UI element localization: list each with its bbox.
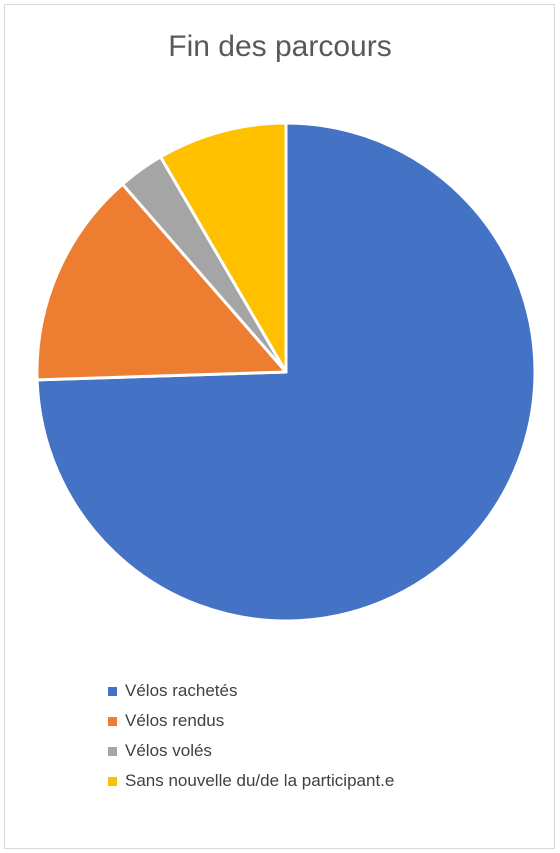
- legend-swatch: [108, 716, 117, 726]
- legend-item-velos-rendus: Vélos rendus: [108, 706, 394, 736]
- pie-slice-1: [35, 182, 288, 382]
- legend: Vélos rachetés Vélos rendus Vélos volés …: [108, 676, 394, 796]
- legend-swatch: [108, 686, 117, 696]
- pie-slice-3: [159, 121, 288, 374]
- legend-swatch: [108, 776, 117, 786]
- legend-label: Sans nouvelle du/de la participant.e: [125, 771, 395, 790]
- chart-title: Fin des parcours: [168, 30, 392, 63]
- legend-swatch: [108, 746, 117, 756]
- legend-item-velos-voles: Vélos volés: [108, 736, 394, 766]
- legend-label: Vélos volés: [125, 741, 212, 760]
- pie-chart: [35, 121, 537, 623]
- legend-label: Vélos rendus: [125, 711, 225, 730]
- legend-label: Vélos rachetés: [125, 681, 238, 700]
- legend-item-sans-nouvelle: Sans nouvelle du/de la participant.e: [108, 766, 394, 796]
- legend-item-velos-rachetes: Vélos rachetés: [108, 676, 394, 706]
